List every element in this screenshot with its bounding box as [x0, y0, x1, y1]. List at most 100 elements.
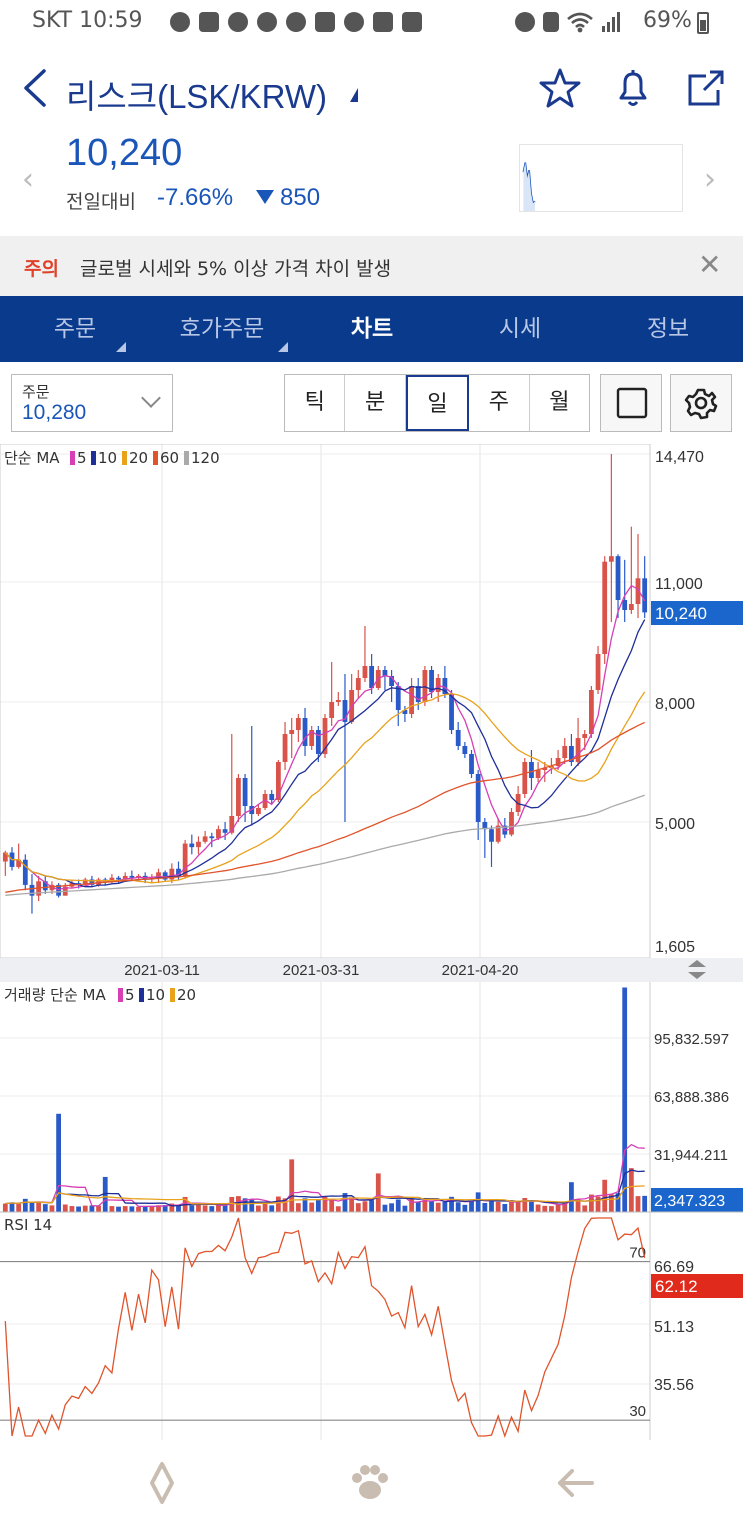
tab-market-label: 시세: [498, 316, 542, 342]
candle-body: [475, 774, 481, 822]
tab-quote-order[interactable]: 호가주문: [170, 296, 288, 362]
candle-body: [602, 561, 608, 654]
price-sparkline[interactable]: [519, 144, 683, 212]
tab-market[interactable]: 시세: [484, 296, 556, 362]
messenger-icon: [228, 12, 248, 32]
candle-body: [369, 666, 375, 688]
prev-coin-icon[interactable]: ‹: [22, 162, 34, 197]
system-nav-bar: [0, 1440, 743, 1527]
back-icon[interactable]: [20, 68, 50, 108]
volume-bar: [502, 1203, 508, 1212]
tab-chart[interactable]: 차트: [336, 296, 408, 362]
close-icon[interactable]: ✕: [698, 248, 722, 281]
volume-bar: [549, 1206, 554, 1212]
candle-body: [415, 686, 421, 702]
volume-bar: [302, 1198, 308, 1212]
rsi-y-tick-label: 51.13: [654, 1319, 694, 1336]
candle-body: [509, 812, 514, 835]
x-tick-label: 2021-03-31: [283, 962, 360, 979]
volume-bar: [522, 1197, 528, 1212]
fullscreen-button[interactable]: [600, 374, 662, 432]
period-selector: 틱 분 일 주 월: [284, 374, 590, 432]
volume-bar: [449, 1196, 454, 1212]
volume-bar: [415, 1202, 421, 1212]
volume-bar: [615, 1193, 621, 1212]
share-icon[interactable]: [684, 66, 728, 110]
paw-icon[interactable]: [347, 1460, 393, 1506]
period-day-button[interactable]: 일: [405, 375, 470, 431]
volume-bar: [462, 1204, 468, 1212]
volume-bar: [635, 1196, 641, 1212]
volume-y-axis: 95,832.597 63,888.386 31,944.211: [654, 1031, 729, 1164]
order-price-value: 10,280: [22, 401, 87, 424]
main-legend: 5 10 20 60 120: [70, 449, 220, 467]
legend-item-label: 60: [160, 449, 179, 467]
legend-swatch: [70, 451, 75, 465]
coin-title[interactable]: 리스크(LSK/KRW): [66, 78, 327, 115]
next-coin-icon[interactable]: ›: [704, 162, 716, 197]
resize-handle-icon[interactable]: [688, 960, 706, 979]
bell-icon[interactable]: [611, 66, 655, 110]
legend-item-label: 10: [146, 986, 165, 1004]
volume-bar: [335, 1206, 341, 1212]
coin-select-caret-icon[interactable]: [350, 88, 358, 102]
messenger-icon: [170, 12, 190, 32]
tab-order[interactable]: 주문: [38, 296, 126, 362]
volume-bar: [42, 1204, 48, 1212]
candle-body: [429, 670, 434, 692]
volume-bar: [535, 1204, 541, 1212]
square-icon: [616, 387, 648, 419]
candle-body: [588, 690, 594, 734]
down-triangle-icon: [256, 190, 274, 204]
candle-body: [635, 578, 641, 604]
candle-body: [22, 859, 28, 885]
rsi-30-label: 30: [629, 1403, 646, 1420]
volume-bar: [269, 1205, 275, 1212]
candle-body: [362, 666, 368, 678]
candle-body: [389, 676, 394, 686]
volume-bar: [282, 1198, 288, 1212]
chevron-down-icon: [141, 388, 161, 408]
candle-body: [56, 884, 62, 896]
candle-body: [529, 762, 534, 778]
ma60-line: [5, 721, 645, 893]
current-volume-tag: [651, 1188, 743, 1212]
candle-body: [229, 816, 235, 833]
candle-body: [335, 700, 341, 702]
period-week-button[interactable]: 주: [469, 375, 530, 431]
period-month-button[interactable]: 월: [549, 390, 570, 415]
back-arrow-icon[interactable]: [552, 1460, 598, 1506]
main-tabs: 주문 호가주문 차트 시세 정보: [0, 296, 743, 362]
volume-bar: [588, 1194, 594, 1212]
candle-body: [542, 768, 548, 770]
volume-bar: [569, 1182, 574, 1212]
candle-body: [189, 843, 195, 848]
volume-bar: [109, 1206, 115, 1212]
period-minute-button[interactable]: 분: [345, 375, 406, 431]
period-tick-button[interactable]: 틱: [285, 375, 346, 431]
change-amount: 850: [256, 184, 320, 212]
battery-percent: 69%: [643, 8, 692, 33]
settings-button[interactable]: [670, 374, 732, 432]
volume-bar: [36, 1202, 42, 1212]
x-tick-label: 2021-04-20: [442, 962, 519, 979]
star-icon[interactable]: [538, 66, 582, 110]
rsi-y-axis: 66.69 51.13 35.56: [654, 1259, 694, 1394]
warning-banner: 주의 글로벌 시세와 5% 이상 가격 차이 발생 ✕: [0, 236, 743, 296]
tab-info[interactable]: 정보: [632, 296, 704, 362]
chart-area[interactable]: 단순 MA 5 10 20 60 120 14,47011,0008,0005,0001…: [0, 444, 743, 1440]
candle-body: [315, 730, 321, 754]
volume-bar: [389, 1203, 394, 1212]
volume-bar: [116, 1206, 121, 1212]
submenu-corner-icon: [278, 342, 288, 352]
order-price-select[interactable]: 주문 10,280: [11, 374, 173, 432]
y-tick-label: 5,000: [655, 816, 695, 833]
volume-y-tick-label: 31,944.211: [654, 1147, 728, 1164]
candle-body: [395, 686, 401, 710]
current-price-tag: [651, 601, 743, 625]
diamond-icon[interactable]: [139, 1460, 185, 1506]
change-percent: -7.66%: [157, 184, 234, 211]
volume-bar: [342, 1193, 348, 1212]
volume-bar: [582, 1205, 588, 1212]
candle-body: [269, 794, 275, 800]
